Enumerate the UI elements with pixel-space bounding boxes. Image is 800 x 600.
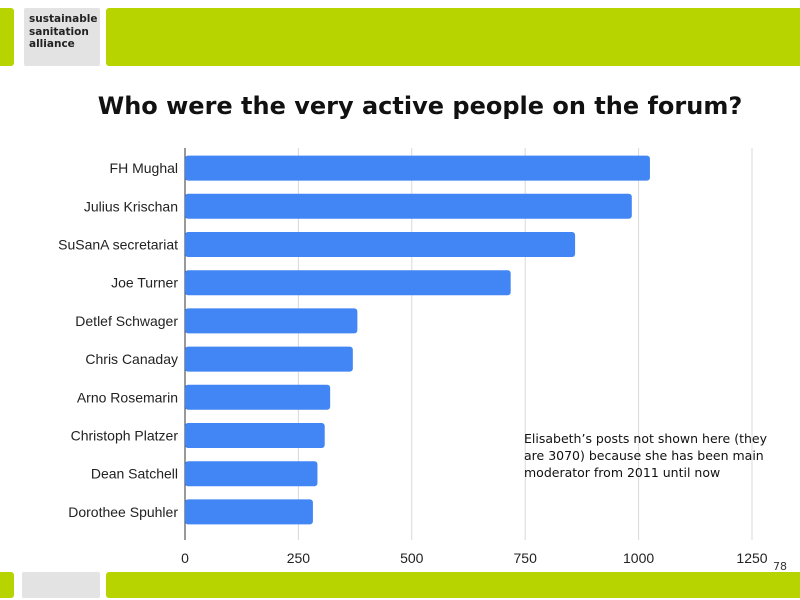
x-tick-label: 1250 (736, 550, 767, 566)
logo: sustainable sanitation alliance (24, 8, 100, 66)
category-label: SuSanA secretariat (58, 237, 178, 253)
bar (185, 384, 331, 410)
header-bar (106, 8, 800, 66)
x-tick-label: 1000 (623, 550, 654, 566)
bar (185, 193, 632, 219)
footer-grey-block (22, 572, 100, 598)
x-tick-label: 250 (287, 550, 311, 566)
bar (185, 423, 325, 448)
x-tick-label: 750 (514, 550, 538, 566)
bar (185, 232, 576, 257)
accent-edge-bottom-left (0, 572, 14, 598)
x-tick-label: 500 (400, 550, 424, 566)
chart-annotation: Elisabeth’s posts not shown here (they a… (524, 431, 767, 480)
category-label: FH Mughal (110, 160, 178, 176)
bar (185, 346, 353, 372)
bar (185, 155, 650, 181)
category-label: Dorothee Spuhler (68, 504, 178, 520)
category-label: Detlef Schwager (75, 313, 178, 329)
accent-edge-top-left (0, 8, 14, 66)
bar (185, 499, 313, 525)
bar (185, 308, 358, 334)
logo-text: sustainable sanitation alliance (29, 13, 98, 50)
bar (185, 270, 511, 296)
category-label: Joe Turner (111, 275, 178, 291)
category-label: Christoph Platzer (71, 428, 179, 444)
bar (185, 461, 318, 487)
category-label: Arno Rosemarin (77, 389, 178, 405)
footer-bar (106, 572, 800, 598)
category-label: Dean Satchell (91, 466, 178, 482)
category-labels: FH Mughal Julius Krischan SuSanA secretari… (58, 160, 178, 520)
x-tick-label: 0 (181, 550, 189, 566)
slide-title: Who were the very active people on the f… (97, 92, 743, 120)
page-number: 78 (773, 560, 787, 573)
category-label: Julius Krischan (84, 198, 178, 214)
category-label: Chris Canaday (85, 351, 178, 367)
x-tick-labels: 0 250 500 750 1000 1250 (181, 550, 768, 566)
bars (185, 155, 650, 525)
